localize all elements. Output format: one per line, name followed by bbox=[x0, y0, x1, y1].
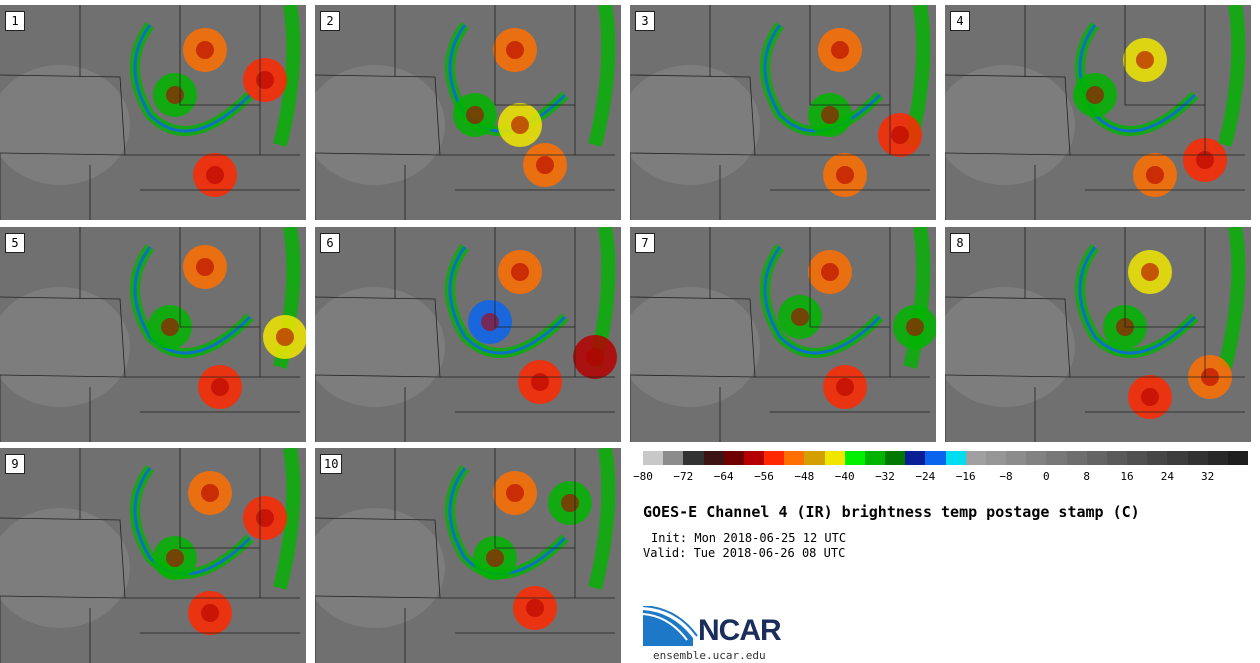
colorbar-swatch bbox=[1046, 451, 1067, 465]
colorbar-swatch bbox=[1167, 451, 1188, 465]
colorbar-swatch bbox=[824, 451, 845, 465]
satellite-map-icon bbox=[315, 227, 621, 442]
postage-stamp-panel: 7 bbox=[630, 227, 936, 442]
satellite-map-icon bbox=[630, 227, 936, 442]
figure-title: GOES-E Channel 4 (IR) brightness temp po… bbox=[643, 503, 1140, 521]
satellite-map-icon bbox=[945, 5, 1251, 220]
satellite-map-icon bbox=[0, 448, 306, 663]
colorbar-tick-label: −56 bbox=[754, 470, 774, 483]
panel-number: 7 bbox=[635, 233, 655, 253]
colorbar bbox=[643, 451, 1249, 465]
colorbar-tick-label: −8 bbox=[999, 470, 1013, 483]
colorbar-tick-label: −32 bbox=[875, 470, 895, 483]
colorbar-swatch bbox=[723, 451, 744, 465]
colorbar-tick-label: −64 bbox=[713, 470, 734, 483]
panel-number: 4 bbox=[950, 11, 970, 31]
panel-number: 5 bbox=[5, 233, 25, 253]
ncar-logo-icon bbox=[643, 606, 698, 646]
colorbar-swatch bbox=[1006, 451, 1027, 465]
colorbar-swatch bbox=[1187, 451, 1208, 465]
colorbar-swatch bbox=[1026, 451, 1047, 465]
panel-number: 2 bbox=[320, 11, 340, 31]
satellite-map-icon bbox=[315, 448, 621, 663]
colorbar-swatch bbox=[1227, 451, 1249, 465]
colorbar-tick-label: 32 bbox=[1201, 470, 1215, 483]
satellite-map-icon bbox=[945, 227, 1251, 442]
postage-stamp-panel: 8 bbox=[945, 227, 1251, 442]
panel-number: 8 bbox=[950, 233, 970, 253]
colorbar-tick-label: −80 bbox=[633, 470, 653, 483]
postage-stamp-panel: 2 bbox=[315, 5, 621, 220]
satellite-map-icon bbox=[0, 5, 306, 220]
colorbar-swatch bbox=[1106, 451, 1128, 465]
panel-number: 6 bbox=[320, 233, 340, 253]
colorbar-tick-label: −24 bbox=[915, 470, 936, 483]
valid-time: Valid: Tue 2018-06-26 08 UTC bbox=[643, 546, 846, 560]
colorbar-tick-label: −48 bbox=[794, 470, 815, 483]
colorbar-swatch bbox=[643, 451, 664, 465]
site-url: ensemble.ucar.edu bbox=[653, 649, 766, 662]
colorbar-swatch bbox=[804, 451, 825, 465]
satellite-map-icon bbox=[315, 5, 621, 220]
colorbar-swatch bbox=[764, 451, 785, 465]
colorbar-swatch bbox=[1066, 451, 1087, 465]
colorbar-tick-label: 0 bbox=[1043, 470, 1050, 483]
ncar-wordmark: NCAR bbox=[698, 614, 782, 647]
colorbar-tick-label: −72 bbox=[673, 470, 694, 483]
colorbar-swatch bbox=[1086, 451, 1107, 465]
postage-stamp-panel: 10 bbox=[315, 448, 621, 663]
satellite-map-icon bbox=[0, 227, 306, 442]
colorbar-swatch bbox=[743, 451, 765, 465]
colorbar-tick-label: 24 bbox=[1160, 470, 1174, 483]
colorbar-tick-label: 16 bbox=[1120, 470, 1134, 483]
colorbar-tick-label: 8 bbox=[1083, 470, 1090, 483]
colorbar-swatch bbox=[1147, 451, 1168, 465]
postage-stamp-panel: 3 bbox=[630, 5, 936, 220]
postage-stamp-panel: 4 bbox=[945, 5, 1251, 220]
colorbar-ticks: −80 −72 −64 −56 −48 −40 −32 −24 −16 −8 0 8 16 24 32 bbox=[633, 470, 1248, 484]
colorbar-tick-label: −40 bbox=[834, 470, 855, 483]
colorbar-swatch bbox=[864, 451, 886, 465]
colorbar-swatch bbox=[905, 451, 926, 465]
colorbar-swatch bbox=[703, 451, 724, 465]
colorbar-swatch bbox=[1127, 451, 1148, 465]
colorbar-swatch bbox=[945, 451, 966, 465]
colorbar-swatch bbox=[925, 451, 946, 465]
postage-stamp-panel: 5 bbox=[0, 227, 306, 442]
colorbar-swatch bbox=[663, 451, 684, 465]
satellite-map-icon bbox=[630, 5, 936, 220]
panel-number: 1 bbox=[5, 11, 25, 31]
postage-stamp-panel: 6 bbox=[315, 227, 621, 442]
panel-number: 10 bbox=[320, 454, 343, 474]
colorbar-swatch bbox=[683, 451, 704, 465]
colorbar-swatch bbox=[1207, 451, 1228, 465]
colorbar-swatch bbox=[784, 451, 805, 465]
panel-number: 9 bbox=[5, 454, 25, 474]
postage-stamp-panel: 9 bbox=[0, 448, 306, 663]
colorbar-swatch bbox=[885, 451, 906, 465]
colorbar-swatch bbox=[965, 451, 986, 465]
panel-number: 3 bbox=[635, 11, 655, 31]
colorbar-tick-label: −16 bbox=[955, 470, 976, 483]
colorbar-swatch bbox=[985, 451, 1007, 465]
postage-stamp-panel: 1 bbox=[0, 5, 306, 220]
init-time: Init: Mon 2018-06-25 12 UTC bbox=[651, 531, 847, 545]
colorbar-swatch bbox=[844, 451, 865, 465]
